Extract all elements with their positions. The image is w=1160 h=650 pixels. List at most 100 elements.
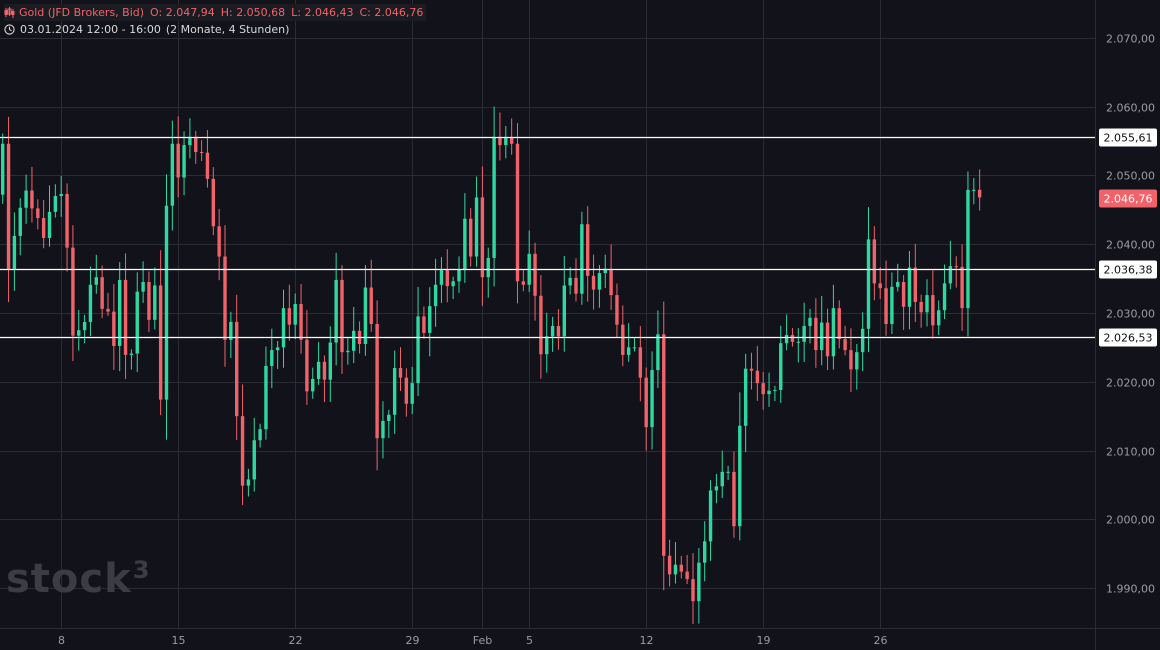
candle-body (492, 136, 496, 258)
candle (340, 265, 344, 374)
candle (106, 292, 110, 316)
candle (387, 409, 391, 439)
price-tick-label: 2.020,00 (1106, 377, 1155, 390)
candle (591, 254, 596, 310)
candle-body (340, 279, 344, 353)
candle-body (621, 324, 625, 355)
candle (275, 340, 280, 369)
candle-body (872, 239, 877, 284)
candle-body (562, 285, 566, 337)
candle-body (240, 416, 245, 486)
candle-body (539, 295, 543, 355)
candle-body (843, 339, 847, 351)
candle (293, 293, 297, 340)
candle (586, 206, 590, 302)
open-value: O: 2.047,94 (150, 6, 215, 19)
candle (650, 351, 654, 450)
candle-body (12, 235, 17, 269)
candle (796, 328, 800, 363)
candle-body (480, 197, 485, 278)
candle-body (486, 257, 490, 278)
candle (849, 328, 853, 392)
candle-body (626, 347, 631, 355)
candle (972, 178, 976, 205)
horizontal-levels[interactable]: 2.055,61 2.036,38 2.026,53 2.046,76 (0, 128, 1157, 347)
candle-body (685, 571, 689, 580)
candle (773, 385, 777, 402)
candle (141, 261, 145, 303)
time-tick-label: Feb (473, 634, 492, 647)
high-value: H: 2.050,68 (220, 6, 286, 19)
candle-body (188, 136, 192, 146)
candle-body (118, 279, 122, 346)
candle-body (662, 334, 666, 556)
candle-body (703, 541, 707, 563)
candle (240, 384, 245, 505)
candle-body (252, 440, 256, 480)
candle (287, 284, 292, 341)
candle-body (334, 279, 338, 343)
candle-body (164, 205, 169, 400)
candle-body (574, 277, 578, 294)
candle-body (615, 295, 619, 325)
candle-body (919, 301, 923, 313)
candle-body (679, 564, 683, 572)
candle-body (264, 365, 268, 430)
candle (334, 252, 338, 366)
chart-legend: Gold (JFD Brokers, Bid) O: 2.047,94 H: 2… (4, 4, 427, 38)
candle-body (24, 190, 28, 208)
price-axis[interactable]: 1.990,00 2.000,00 2.010,00 2.020,00 2.030,00… (1095, 0, 1155, 650)
candle-body (36, 208, 40, 219)
candle (135, 272, 139, 373)
candle (860, 312, 865, 372)
candle-body (135, 291, 139, 354)
candle-body (773, 390, 777, 392)
candle (153, 267, 157, 330)
candle (890, 272, 894, 334)
candle (375, 300, 379, 471)
candle-body (720, 471, 724, 487)
candle (603, 254, 607, 288)
candle (36, 199, 40, 230)
candle-body (814, 317, 818, 351)
candle-body (422, 316, 426, 333)
candle (825, 308, 830, 370)
candle-body (363, 287, 368, 344)
candle-body (176, 143, 180, 178)
candle-body (322, 361, 327, 380)
candle (691, 553, 695, 625)
candle-body (404, 377, 409, 404)
candle (761, 371, 765, 410)
price-tick-label: 2.010,00 (1106, 446, 1155, 459)
candle-body (182, 145, 186, 178)
period-info: (2 Monate, 4 Stunden) (165, 23, 290, 36)
candle (913, 243, 917, 322)
candle (24, 174, 28, 224)
candle-body (299, 304, 303, 340)
candle (463, 193, 467, 283)
candle-body (147, 282, 151, 320)
candle (738, 392, 742, 541)
candle (937, 300, 941, 336)
candle-body (650, 370, 654, 428)
candle-body (820, 322, 824, 351)
last-price-label: 2.046,76 (1104, 193, 1153, 206)
candle (270, 328, 274, 389)
time-axis[interactable]: 8 15 22 29 Feb 5 12 19 26 (0, 628, 1160, 648)
price-tick-label: 2.000,00 (1106, 514, 1155, 527)
candle (246, 468, 251, 497)
candle (182, 131, 186, 196)
candle (41, 199, 46, 249)
candle-body (246, 479, 251, 486)
candle-body (761, 383, 765, 395)
candle-body (533, 253, 537, 296)
candle (743, 353, 748, 453)
candle (802, 302, 806, 363)
candle-body (907, 267, 912, 307)
candle (685, 555, 689, 585)
candle (451, 276, 455, 300)
candle (638, 326, 643, 402)
candle (433, 258, 438, 327)
candle-body (550, 326, 555, 337)
